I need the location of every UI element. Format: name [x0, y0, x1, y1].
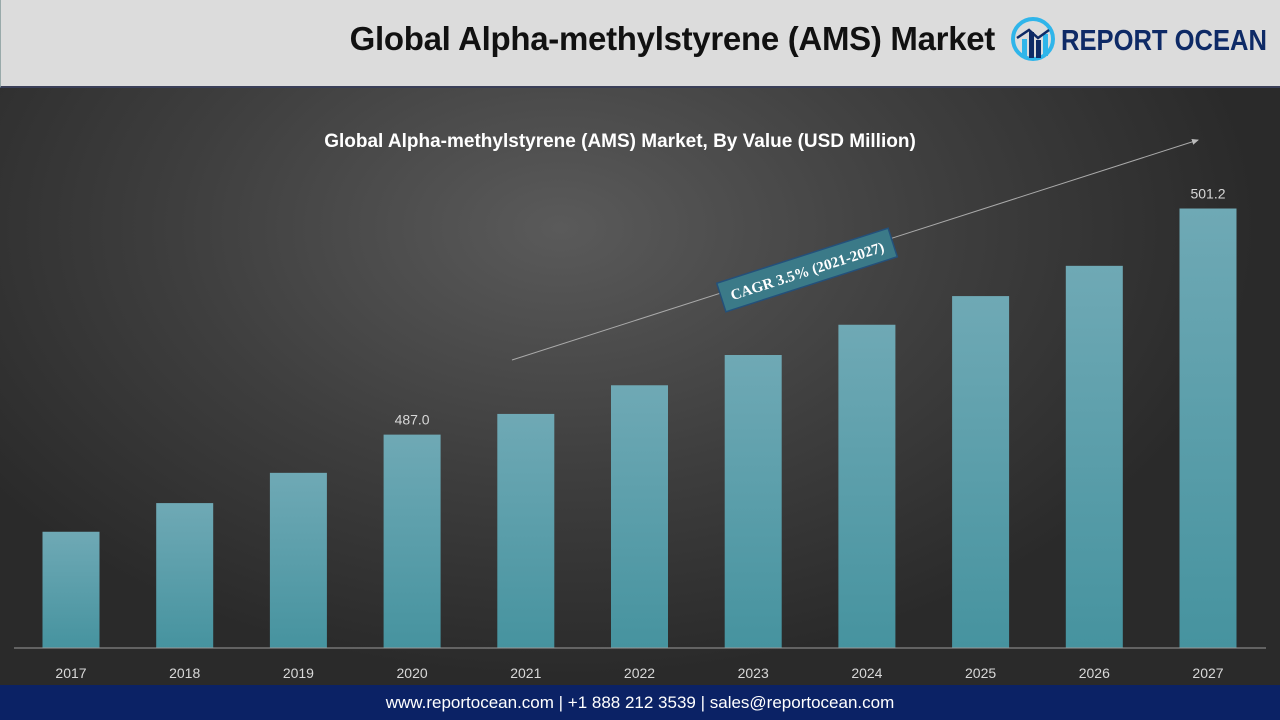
- header: Global Alpha-methylstyrene (AMS) Market …: [0, 0, 1280, 88]
- bar-2024: [838, 324, 896, 648]
- bar-2027: [1179, 208, 1237, 648]
- bar-chart: Global Alpha-methylstyrene (AMS) Market,…: [14, 131, 1266, 681]
- chart-title: Global Alpha-methylstyrene (AMS) Market,…: [324, 131, 916, 152]
- footer-contact: www.reportocean.com | +1 888 212 3539 | …: [385, 693, 895, 712]
- x-tick-label: 2025: [965, 665, 996, 681]
- x-tick-label: 2021: [510, 665, 541, 681]
- bar-2020: [383, 434, 441, 648]
- data-label-2027: 501.2: [1190, 186, 1225, 202]
- x-tick-label: 2026: [1079, 665, 1110, 681]
- x-tick-label: 2024: [851, 665, 882, 681]
- page-title: Global Alpha-methylstyrene (AMS) Market: [349, 20, 996, 57]
- x-tick-label: 2017: [55, 665, 86, 681]
- x-tick-label: 2023: [738, 665, 769, 681]
- logo-chart-icon: REPORT OCEAN: [1011, 17, 1267, 61]
- report-ocean-logo: REPORT OCEAN: [1011, 14, 1271, 64]
- bar-2023: [724, 355, 782, 648]
- bar-2025: [952, 296, 1010, 648]
- bar-2021: [497, 413, 555, 648]
- x-tick-label: 2020: [397, 665, 428, 681]
- bar-2019: [269, 472, 327, 648]
- x-tick-label: 2019: [283, 665, 314, 681]
- footer: www.reportocean.com | +1 888 212 3539 | …: [0, 685, 1280, 720]
- cagr-annotation: CAGR 3.5% (2021-2027): [715, 227, 899, 313]
- chart-area: Global Alpha-methylstyrene (AMS) Market,…: [0, 88, 1280, 685]
- bar-2018: [156, 503, 214, 648]
- bar-2022: [611, 385, 668, 648]
- x-tick-label: 2027: [1192, 665, 1223, 681]
- bar-2026: [1065, 265, 1123, 648]
- x-tick-label: 2022: [624, 665, 655, 681]
- data-label-2020: 487.0: [395, 412, 430, 428]
- svg-text:REPORT OCEAN: REPORT OCEAN: [1061, 25, 1267, 57]
- bar-2017: [42, 531, 100, 648]
- x-tick-label: 2018: [169, 665, 200, 681]
